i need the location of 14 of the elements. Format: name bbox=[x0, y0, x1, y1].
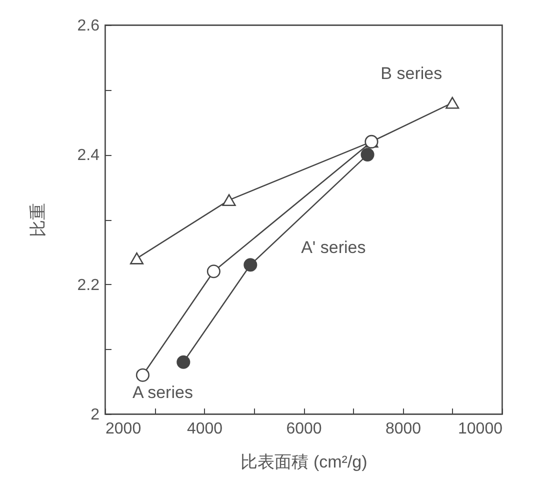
series-label: A' series bbox=[301, 238, 366, 257]
x-axis-title: 比表面積 (cm²/g) bbox=[240, 452, 368, 472]
y-axis-title: 比重 bbox=[28, 203, 48, 237]
x-tick-label: 6000 bbox=[286, 420, 322, 438]
y-tick-label: 2.2 bbox=[77, 276, 100, 294]
series-label: A series bbox=[132, 383, 193, 402]
y-tick-label: 2.6 bbox=[77, 18, 100, 34]
series-label: B series bbox=[380, 64, 442, 83]
y-tick-label: 2 bbox=[90, 406, 100, 424]
x-tick-label: 10000 bbox=[458, 420, 503, 438]
x-tick-label: 4000 bbox=[186, 420, 223, 438]
x-tick-label: 2000 bbox=[106, 420, 142, 438]
x-tick-label: 8000 bbox=[385, 420, 422, 438]
y-tick-label: 2.4 bbox=[77, 147, 100, 164]
